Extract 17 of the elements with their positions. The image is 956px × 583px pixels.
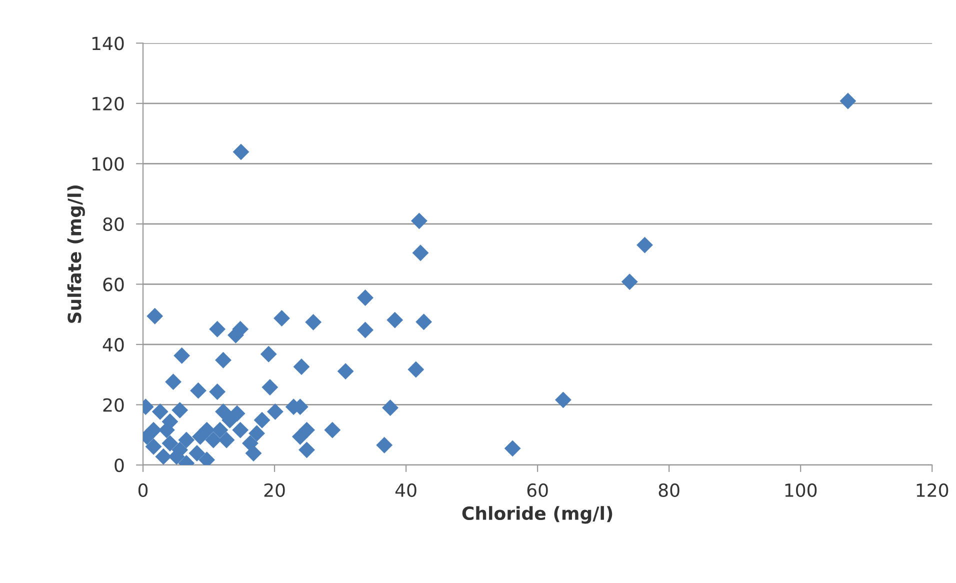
y-tick-label: 100 (92, 157, 124, 171)
x-axis-title: Chloride (mg/l) (462, 506, 612, 524)
y-tick-label: 0 (114, 458, 124, 472)
x-tick-label: 60 (527, 483, 548, 498)
x-tick-label: 120 (916, 483, 948, 498)
x-tick-label: 80 (658, 483, 680, 498)
y-tick-label: 40 (102, 338, 124, 352)
x-tick-label: 20 (264, 483, 285, 498)
y-tick-label: 120 (92, 96, 124, 111)
x-tick-label: 100 (785, 483, 817, 498)
y-tick-label: 60 (103, 278, 124, 292)
y-tick-label: 140 (92, 36, 124, 50)
x-tick-label: 40 (395, 483, 416, 498)
y-axis-title: Sulfate (mg/l) (67, 185, 85, 323)
x-tick-label: 0 (138, 483, 148, 498)
y-tick-label: 20 (103, 398, 124, 412)
y-tick-label: 80 (103, 217, 124, 232)
